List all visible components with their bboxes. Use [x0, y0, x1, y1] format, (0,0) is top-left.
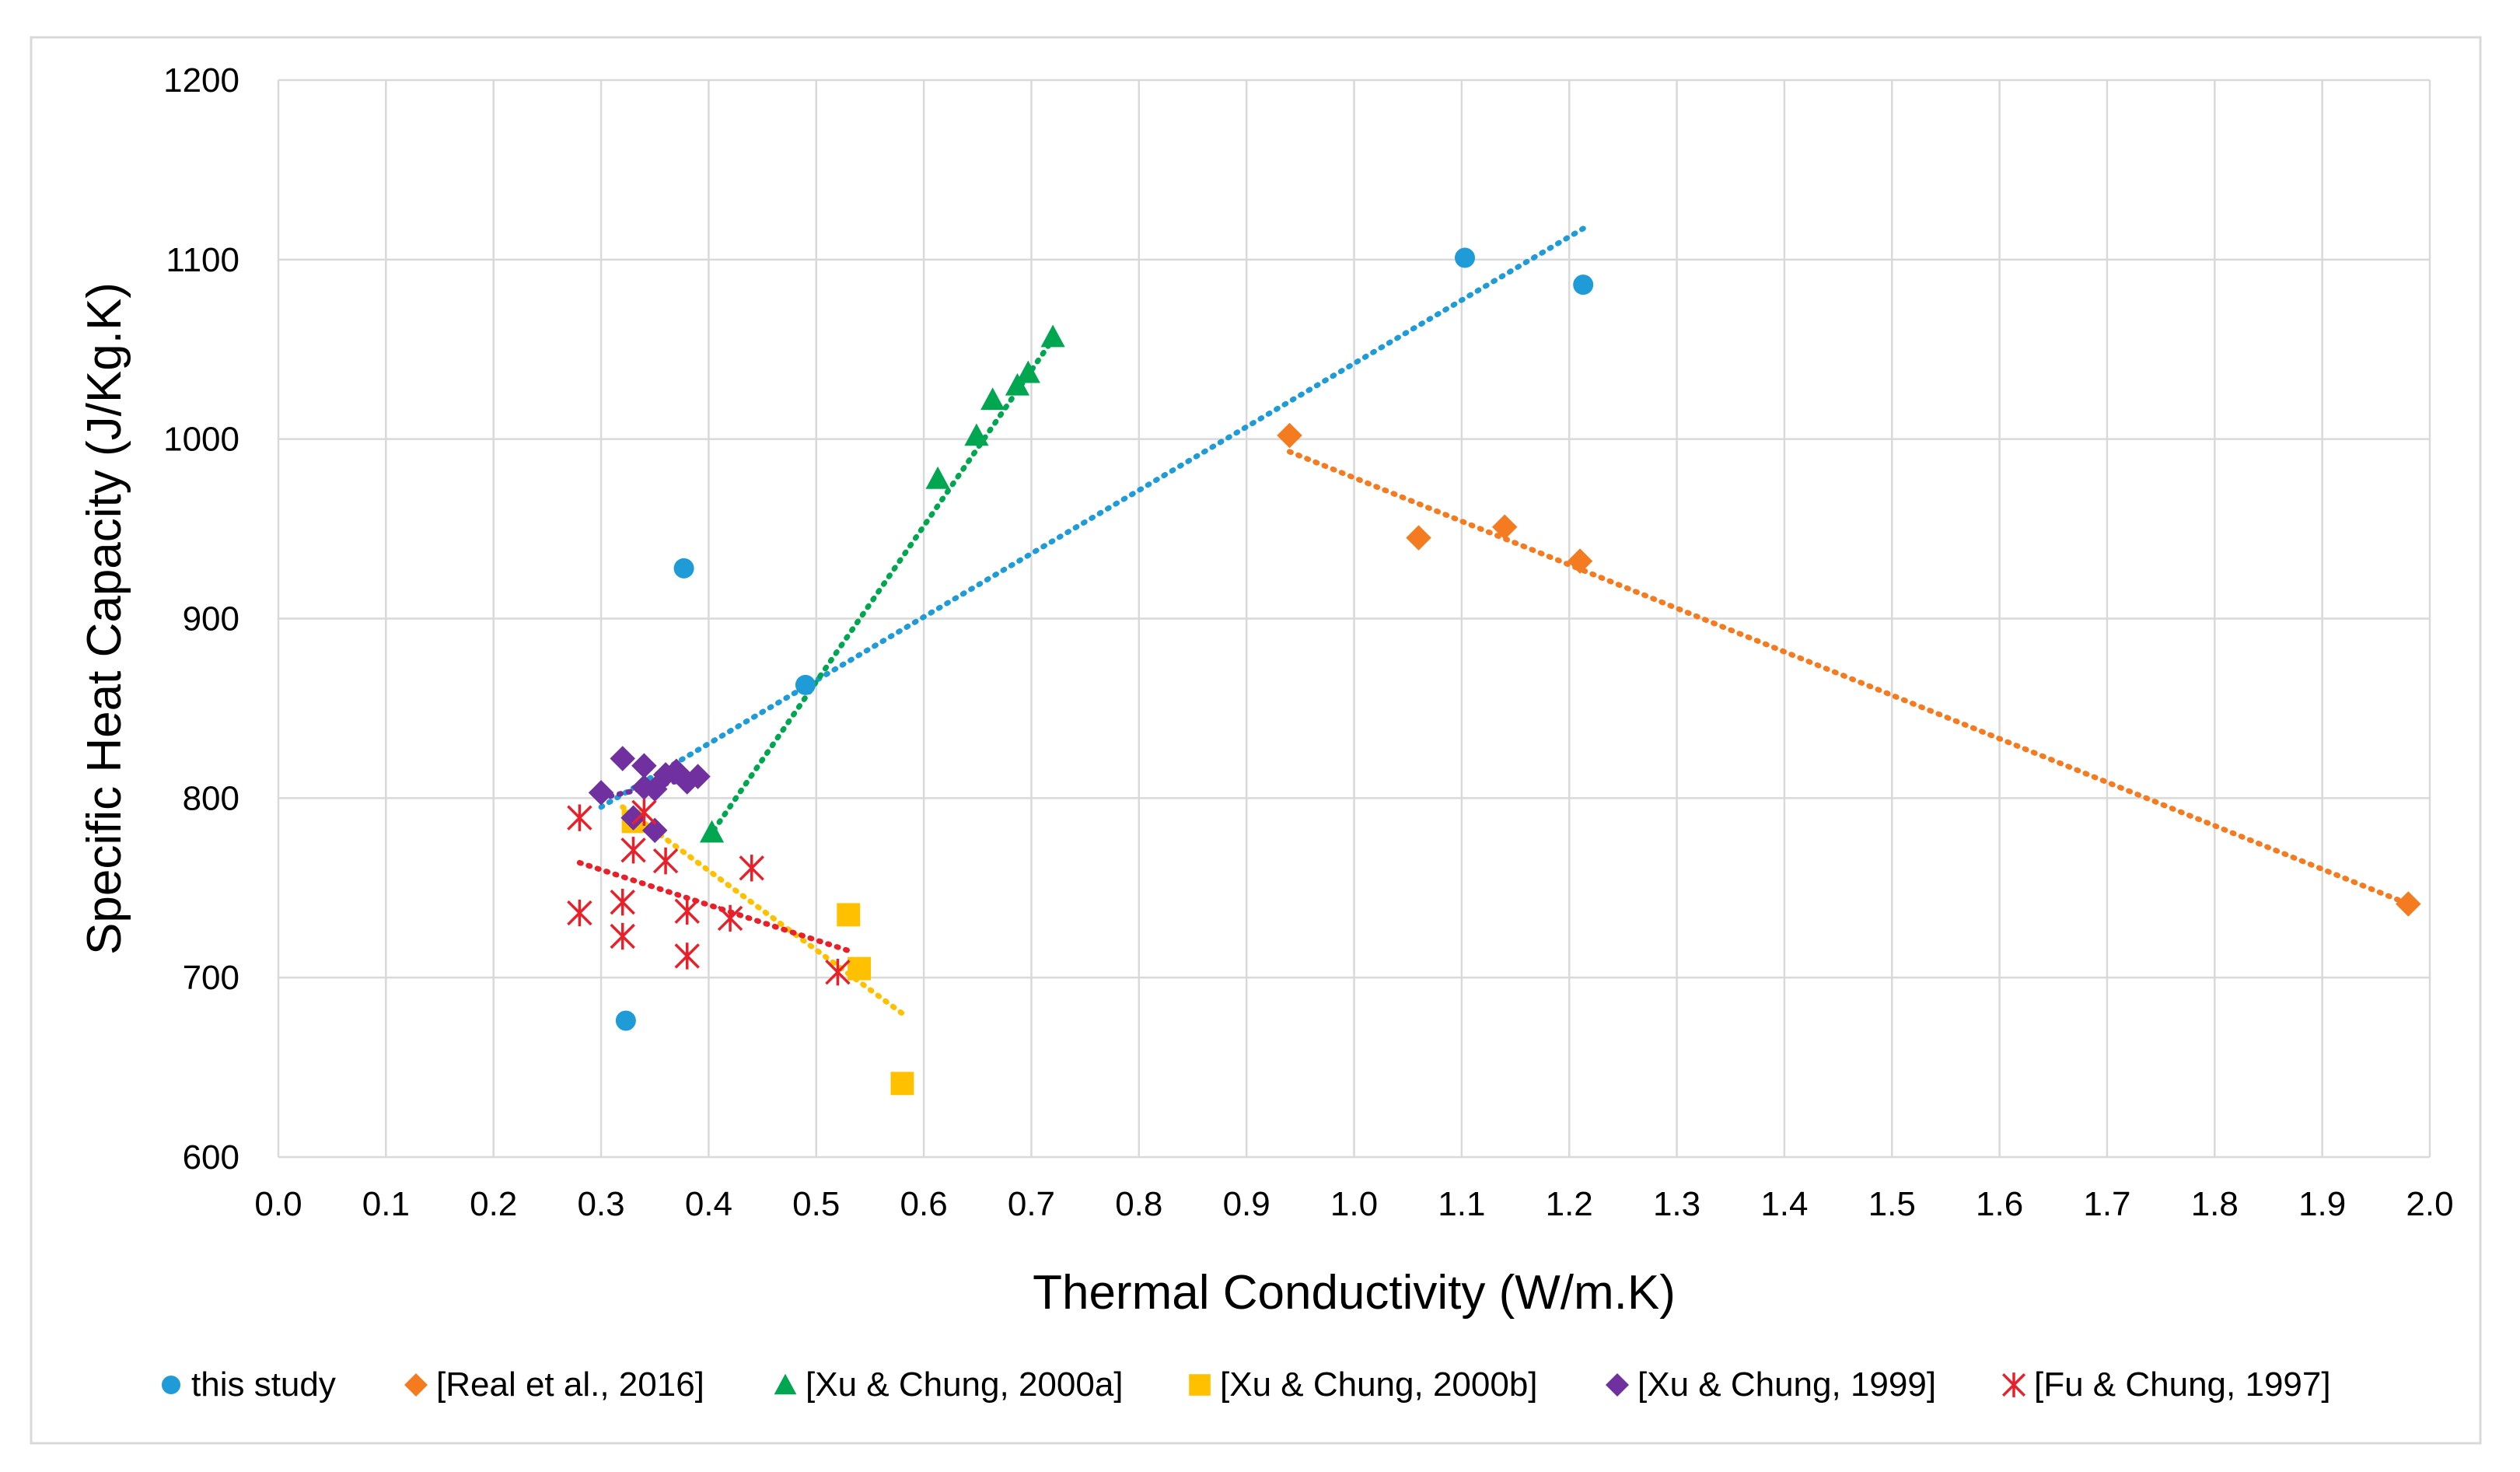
data-point-series-4 [620, 805, 646, 830]
data-point-series-4 [610, 746, 635, 771]
data-point-series-1 [1567, 548, 1593, 574]
x-tick-label: 0.3 [577, 1185, 624, 1223]
gridlines [277, 79, 2431, 1159]
data-point-series-4 [685, 764, 711, 789]
x-tick-label: 1.7 [2083, 1185, 2130, 1223]
legend-label: [Real et al., 2016] [436, 1365, 704, 1404]
data-point-series-0 [615, 1010, 636, 1031]
data-point-series-0 [795, 674, 816, 695]
data-point-series-2 [980, 387, 1005, 411]
x-tick-label: 1.4 [1760, 1185, 1808, 1223]
x-tick-label: 0.2 [470, 1185, 517, 1223]
x-tick-label: 1.0 [1330, 1185, 1378, 1223]
legend-entry: this study [162, 1365, 336, 1404]
legend-label: [Xu & Chung, 2000b] [1220, 1365, 1538, 1404]
legend: this study [Real et al., 2016] [Xu & Chung… [162, 1365, 2331, 1404]
data-point-series-5 [674, 897, 700, 925]
data-point-series-2 [964, 423, 989, 446]
y-tick-label: 900 [183, 600, 239, 638]
legend-marker [404, 1373, 428, 1397]
trendlines [576, 224, 2411, 1016]
y-tick-label: 1200 [163, 61, 239, 100]
data-point-series-5 [610, 889, 635, 916]
data-point-series-2 [1040, 324, 1065, 348]
legend-label: [Fu & Chung, 1997] [2034, 1365, 2331, 1404]
data-point-series-1 [2396, 891, 2421, 917]
trendline-1 [1286, 449, 2411, 907]
data-point-series-5 [631, 799, 657, 826]
legend-marker [1189, 1374, 1211, 1396]
data-point-series-4 [588, 780, 614, 806]
x-tick-label: 0.5 [792, 1185, 840, 1223]
legend-entry: [Xu & Chung, 2000a] [774, 1365, 1124, 1404]
data-point-series-5 [674, 942, 700, 970]
legend-marker [2001, 1372, 2026, 1397]
data-point-series-5 [825, 959, 851, 986]
y-tick-label: 1000 [163, 421, 239, 459]
data-point-series-0 [673, 558, 694, 579]
data-point-series-5 [567, 899, 592, 927]
data-point-series-4 [641, 817, 668, 844]
data-point-series-5 [652, 847, 679, 875]
x-tick-label: 0.1 [362, 1185, 410, 1223]
data-point-series-1 [1406, 525, 1431, 551]
x-tick-label: 0.9 [1223, 1185, 1270, 1223]
legend-marker [1606, 1373, 1629, 1397]
x-tick-label: 1.6 [1976, 1185, 2023, 1223]
y-tick-label: 600 [183, 1138, 239, 1177]
y-axis-title: Specific Heat Capacity (J/Kg.K) [78, 282, 131, 955]
tick-labels: 0.0 0.1 0.2 0.3 0.4 0.5 0.6 0.7 0.8 0.9 1.0 1.1 1.2 1… [163, 61, 2453, 1223]
data-point-series-0 [1573, 274, 1594, 295]
legend-marker [774, 1373, 797, 1395]
data-point-series-1 [1277, 422, 1302, 449]
trendline-5 [576, 859, 851, 954]
x-tick-label: 1.8 [2191, 1185, 2239, 1223]
data-points [567, 247, 2421, 1096]
x-tick-label: 0.7 [1008, 1185, 1055, 1223]
data-point-series-5 [610, 922, 635, 950]
data-point-series-1 [1491, 514, 1518, 540]
y-tick-label: 1100 [166, 241, 239, 279]
data-point-series-5 [717, 904, 743, 932]
x-tick-label: 2.0 [2406, 1185, 2453, 1223]
data-point-series-5 [567, 804, 592, 831]
y-tick-label: 700 [183, 959, 239, 997]
trendline-0 [598, 224, 1589, 810]
chart-frame [30, 36, 2482, 1445]
x-tick-label: 1.5 [1868, 1185, 1916, 1223]
data-point-series-5 [620, 837, 646, 864]
data-point-series-2 [699, 820, 725, 843]
data-point-series-2 [1005, 372, 1030, 396]
x-tick-label: 0.6 [900, 1185, 948, 1223]
x-tick-label: 0.8 [1115, 1185, 1162, 1223]
legend-entry: [Real et al., 2016] [404, 1365, 704, 1404]
x-tick-label: 1.9 [2298, 1185, 2346, 1223]
data-point-series-3 [848, 956, 872, 981]
data-point-series-3 [890, 1072, 914, 1096]
y-tick-label: 800 [183, 779, 239, 817]
legend-entry: [Xu & Chung, 1999] [1606, 1365, 1936, 1404]
legend-label: [Xu & Chung, 1999] [1637, 1365, 1936, 1404]
data-point-series-2 [925, 466, 950, 489]
x-tick-label: 1.1 [1438, 1185, 1485, 1223]
x-axis-title: Thermal Conductivity (W/m.K) [1033, 1266, 1676, 1320]
x-tick-label: 0.0 [254, 1185, 302, 1223]
data-point-series-2 [1015, 360, 1040, 383]
data-point-series-3 [837, 903, 861, 927]
data-point-series-4 [631, 753, 657, 779]
x-tick-label: 1.2 [1546, 1185, 1593, 1223]
legend-entry: [Xu & Chung, 2000b] [1189, 1365, 1538, 1404]
x-tick-label: 1.3 [1653, 1185, 1700, 1223]
legend-entry: [Fu & Chung, 1997] [2001, 1365, 2331, 1404]
trendline-2 [705, 328, 1061, 841]
legend-label: [Xu & Chung, 2000a] [806, 1365, 1124, 1404]
legend-label: this study [191, 1365, 336, 1404]
data-point-series-0 [1455, 247, 1476, 268]
x-tick-label: 0.4 [685, 1185, 732, 1223]
data-point-series-5 [739, 855, 764, 882]
legend-marker [162, 1376, 180, 1394]
